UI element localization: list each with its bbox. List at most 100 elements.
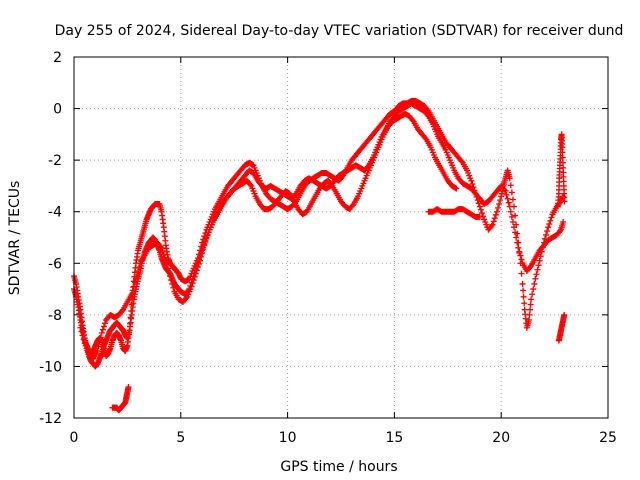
data-point <box>99 326 106 333</box>
data-point <box>514 230 521 237</box>
data-point <box>131 279 138 286</box>
data-point <box>192 270 199 277</box>
plot-frame <box>73 56 609 419</box>
data-point <box>521 300 528 307</box>
data-point <box>518 270 525 277</box>
x-tick-label: 20 <box>492 430 510 446</box>
data-point <box>183 295 190 302</box>
data-point <box>561 311 568 318</box>
x-tick-label: 5 <box>176 430 185 446</box>
data-point <box>128 307 135 314</box>
chart-title: Day 255 of 2024, Sidereal Day-to-day VTE… <box>55 23 624 39</box>
data-point <box>543 231 550 238</box>
y-tick-label: -12 <box>39 411 62 427</box>
data-point <box>503 191 510 198</box>
data-point <box>136 264 143 271</box>
data-point <box>517 260 524 267</box>
data-point <box>539 244 546 251</box>
data-point <box>507 182 514 189</box>
data-point <box>475 200 482 207</box>
data-point <box>559 149 566 156</box>
data-point <box>200 246 207 253</box>
data-point <box>512 212 519 219</box>
data-point <box>470 184 477 191</box>
data-point <box>119 307 126 314</box>
data-point <box>497 197 504 204</box>
data-point <box>490 218 497 225</box>
data-point <box>202 239 209 246</box>
data-point <box>159 248 166 255</box>
data-point <box>496 200 503 207</box>
data-point <box>516 249 523 256</box>
data-point <box>198 253 205 260</box>
data-point <box>95 343 102 350</box>
data-point <box>96 338 103 345</box>
data-point <box>506 175 513 182</box>
data-point <box>544 228 551 235</box>
data-point <box>504 195 511 202</box>
data-point <box>527 264 534 271</box>
data-point <box>505 199 512 206</box>
data-point <box>515 244 522 251</box>
data-point <box>162 257 169 264</box>
data-point <box>538 248 545 255</box>
data-point <box>79 332 86 339</box>
data-point <box>188 283 195 290</box>
data-point <box>339 173 346 180</box>
x-tick-label: 10 <box>279 430 297 446</box>
data-point <box>519 280 526 287</box>
data-point <box>195 260 202 267</box>
data-point <box>349 202 356 209</box>
data-point <box>520 293 527 300</box>
data-point <box>556 228 563 235</box>
data-point <box>545 224 552 231</box>
data-point <box>170 284 177 291</box>
data-point <box>472 190 479 197</box>
data-point <box>546 220 553 227</box>
data-point <box>128 301 135 308</box>
data-point <box>508 189 515 196</box>
data-point <box>513 221 520 228</box>
y-tick-label: -6 <box>48 256 62 272</box>
data-point <box>508 213 515 220</box>
data-point <box>541 235 548 242</box>
x-tick-labels: 0 5 10 15 20 25 <box>70 430 617 446</box>
data-point <box>127 320 134 327</box>
data-point <box>489 221 496 228</box>
data-point <box>135 268 142 275</box>
data-point <box>528 296 535 303</box>
data-point <box>540 239 547 246</box>
data-point <box>559 154 566 161</box>
data-point <box>478 210 485 217</box>
data-point <box>163 261 170 268</box>
data-point <box>560 219 567 226</box>
data-point <box>453 185 460 192</box>
data-point <box>458 158 465 165</box>
data-point <box>161 254 168 261</box>
y-axis-label: SDTVAR / TECUs <box>7 181 23 296</box>
data-point <box>548 214 555 221</box>
data-point <box>134 271 141 278</box>
data-point <box>494 204 501 211</box>
data-point <box>125 384 132 391</box>
y-tick-label: 0 <box>53 102 62 118</box>
data-point <box>409 117 416 124</box>
data-point <box>531 280 538 287</box>
data-point <box>533 271 540 278</box>
data-point <box>130 283 137 290</box>
data-point <box>537 253 544 260</box>
data-point <box>534 266 541 273</box>
data-point <box>520 287 527 294</box>
data-point <box>166 269 173 276</box>
data-point <box>469 180 476 187</box>
data-point <box>126 327 133 334</box>
data-point <box>527 306 534 313</box>
data-point <box>328 181 335 188</box>
data-point <box>98 329 105 336</box>
data-point <box>132 275 139 282</box>
data-point <box>468 177 475 184</box>
data-point <box>559 159 566 166</box>
data-point <box>507 208 514 215</box>
data-point <box>191 273 198 280</box>
